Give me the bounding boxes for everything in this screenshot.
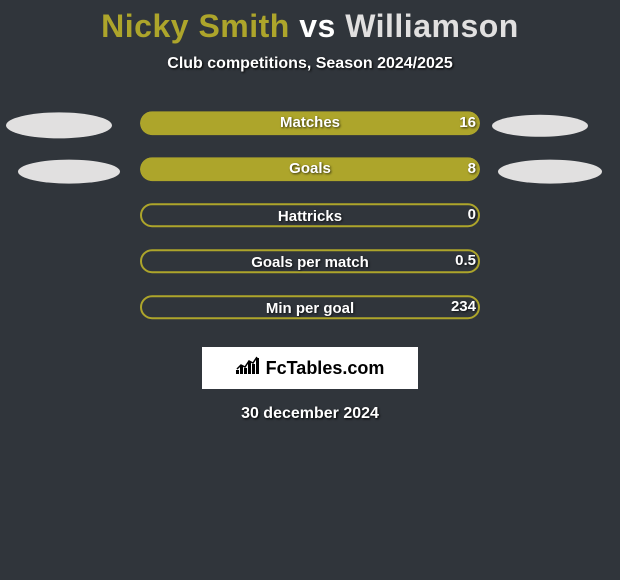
- ellipse-left: [18, 160, 120, 184]
- title-player2: Williamson: [345, 8, 519, 44]
- ellipse-right: [498, 160, 602, 184]
- stats-rows: Matches16Goals8Hattricks0Goals per match…: [0, 105, 620, 335]
- stat-label: Hattricks: [142, 205, 478, 227]
- stat-row: Goals8: [0, 151, 620, 197]
- date: 30 december 2024: [0, 405, 620, 423]
- page-title: Nicky Smith vs Williamson: [0, 0, 620, 45]
- ellipse-right: [492, 115, 588, 137]
- stat-bar: Goals: [140, 157, 480, 181]
- ellipse-left: [6, 112, 112, 138]
- brand-box[interactable]: FcTables.com: [202, 347, 418, 389]
- stat-row: Goals per match0.5: [0, 243, 620, 289]
- stat-label: Min per goal: [142, 297, 478, 319]
- stat-bar: Hattricks: [140, 203, 480, 227]
- title-vs: vs: [290, 8, 345, 44]
- bars-icon: [236, 356, 260, 381]
- brand-text: FcTables.com: [266, 358, 385, 379]
- stat-bar-fill: [140, 157, 480, 181]
- stat-bar-fill: [140, 111, 480, 135]
- subtitle: Club competitions, Season 2024/2025: [0, 55, 620, 73]
- title-player1: Nicky Smith: [101, 8, 290, 44]
- stat-row: Matches16: [0, 105, 620, 151]
- stat-label: Goals per match: [142, 251, 478, 273]
- stat-bar: Min per goal: [140, 295, 480, 319]
- stat-bar: Goals per match: [140, 249, 480, 273]
- stat-bar: Matches: [140, 111, 480, 135]
- stat-row: Hattricks0: [0, 197, 620, 243]
- stat-row: Min per goal234: [0, 289, 620, 335]
